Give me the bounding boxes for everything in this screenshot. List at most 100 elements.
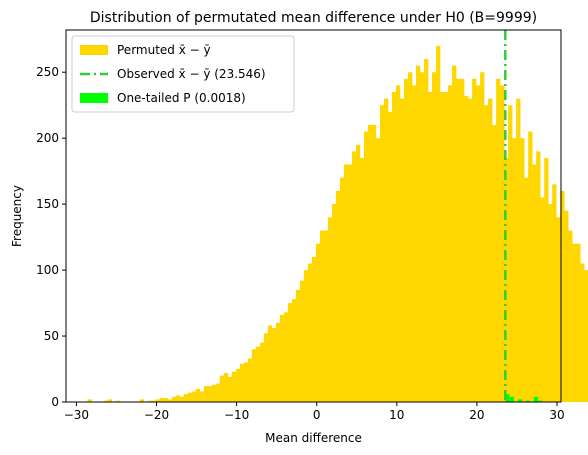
histogram-bar bbox=[187, 392, 193, 402]
histogram-bar bbox=[528, 131, 533, 402]
histogram-bar bbox=[532, 164, 537, 402]
histogram-bar bbox=[508, 105, 513, 402]
histogram-bar bbox=[103, 400, 108, 402]
histogram-bar bbox=[424, 59, 429, 403]
histogram-bar bbox=[412, 85, 417, 403]
histogram-bar bbox=[392, 92, 397, 402]
histogram-bar bbox=[279, 314, 285, 402]
histogram-bar bbox=[383, 98, 389, 402]
histogram-bar bbox=[500, 85, 505, 403]
histogram-bar bbox=[255, 346, 261, 402]
histogram-bar bbox=[468, 98, 473, 402]
x-tick-label: 0 bbox=[313, 408, 321, 422]
histogram-bar bbox=[496, 78, 501, 402]
histogram-bars bbox=[87, 45, 588, 403]
histogram-bar bbox=[347, 164, 353, 402]
histogram-bar bbox=[315, 243, 321, 402]
histogram-bar bbox=[203, 386, 209, 402]
histogram-bar bbox=[343, 164, 349, 402]
tail-bar bbox=[525, 400, 531, 402]
histogram-bar bbox=[195, 388, 201, 402]
histogram-bar bbox=[283, 312, 289, 402]
histogram-bar bbox=[259, 342, 265, 402]
histogram-bar bbox=[231, 371, 237, 402]
legend-label-permuted: Permuted x̄ − ȳ bbox=[117, 43, 211, 57]
y-tick-label: 150 bbox=[36, 197, 59, 211]
histogram-bar bbox=[480, 72, 485, 403]
histogram-bar bbox=[151, 400, 156, 402]
histogram-bar bbox=[207, 386, 213, 402]
histogram-bar bbox=[239, 363, 245, 402]
histogram-bar bbox=[183, 394, 189, 402]
histogram-bar bbox=[303, 270, 309, 402]
histogram-bar bbox=[404, 78, 409, 402]
histogram-bar bbox=[219, 375, 225, 402]
y-tick-label: 250 bbox=[36, 65, 59, 79]
x-tick-label: −30 bbox=[64, 408, 89, 422]
histogram-bar bbox=[171, 396, 177, 402]
histogram-bar bbox=[432, 72, 437, 403]
legend-label-observed: Observed x̄ − ȳ (23.546) bbox=[117, 67, 266, 81]
y-axis-title: Frequency bbox=[10, 185, 24, 247]
tail-bar bbox=[537, 400, 543, 402]
histogram-bar bbox=[359, 157, 365, 402]
histogram-bar bbox=[307, 263, 313, 402]
legend-swatch-pvalue bbox=[80, 93, 108, 103]
histogram-bar bbox=[351, 151, 357, 402]
histogram-bar bbox=[371, 124, 377, 402]
histogram-bar bbox=[147, 400, 152, 402]
histogram-bar bbox=[275, 322, 281, 402]
histogram-bar bbox=[163, 398, 169, 402]
histogram-bar bbox=[556, 217, 561, 402]
x-tick-label: 10 bbox=[389, 408, 404, 422]
histogram-bar bbox=[580, 263, 585, 402]
histogram-bar bbox=[291, 299, 297, 402]
histogram-bar bbox=[560, 190, 565, 402]
histogram-bar bbox=[335, 190, 341, 402]
histogram-bar bbox=[464, 95, 469, 403]
histogram-bar bbox=[476, 85, 481, 403]
histogram-bar bbox=[436, 45, 441, 402]
histogram-bar bbox=[227, 376, 233, 402]
histogram-bar bbox=[363, 131, 369, 402]
histogram-bar bbox=[584, 270, 588, 402]
x-axis-title: Mean difference bbox=[265, 431, 362, 445]
histogram-bar bbox=[416, 65, 421, 403]
histogram-bar bbox=[159, 398, 165, 402]
histogram-bar bbox=[287, 303, 293, 402]
x-axis-ticks: −30 −20 −10 0 10 20 30 bbox=[64, 402, 565, 422]
histogram-bar bbox=[544, 157, 549, 402]
x-tick-label: 20 bbox=[469, 408, 484, 422]
histogram-bar bbox=[552, 184, 557, 402]
histogram-bar bbox=[175, 395, 181, 402]
histogram-bar bbox=[355, 144, 361, 402]
histogram-bar bbox=[520, 138, 525, 403]
x-tick-label: −20 bbox=[144, 408, 169, 422]
histogram-bar bbox=[387, 111, 393, 402]
histogram-bar bbox=[87, 399, 92, 402]
histogram-bar bbox=[548, 204, 553, 402]
histogram-bar bbox=[488, 98, 493, 402]
histogram-bar bbox=[440, 92, 445, 402]
histogram-bar bbox=[516, 98, 521, 402]
histogram-bar bbox=[444, 92, 449, 402]
histogram-bar bbox=[311, 256, 317, 402]
x-tick-label: 30 bbox=[549, 408, 564, 422]
histogram-bar bbox=[428, 92, 433, 402]
histogram-bar bbox=[327, 217, 333, 402]
histogram-bar bbox=[396, 85, 401, 403]
y-tick-label: 50 bbox=[44, 329, 59, 343]
histogram-bar bbox=[448, 85, 453, 403]
histogram-bar bbox=[139, 399, 144, 402]
chart-title: Distribution of permutated mean differen… bbox=[90, 10, 537, 26]
x-tick-label: −10 bbox=[224, 408, 249, 422]
tail-bar bbox=[505, 394, 510, 402]
y-tick-label: 200 bbox=[36, 131, 59, 145]
legend: Permuted x̄ − ȳ Observed x̄ − ȳ (23.546)… bbox=[71, 35, 295, 113]
tail-bar bbox=[533, 396, 539, 402]
histogram-bar bbox=[420, 72, 425, 403]
histogram-bar bbox=[492, 124, 497, 402]
legend-label-pvalue: One-tailed P (0.0018) bbox=[117, 91, 246, 105]
histogram-bar bbox=[379, 105, 385, 402]
